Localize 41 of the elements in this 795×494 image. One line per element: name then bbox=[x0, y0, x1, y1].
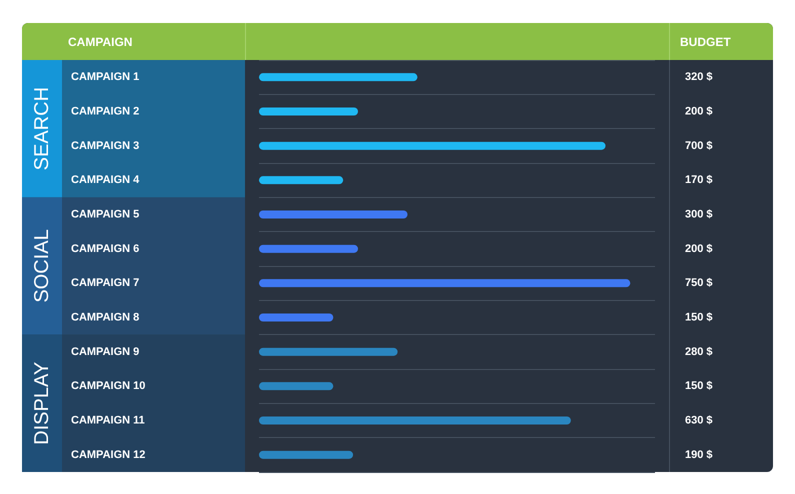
data-label: 150 $ bbox=[685, 380, 713, 392]
x-axis-title: BUDGET bbox=[680, 35, 732, 49]
y-tick-label: CAMPAIGN 12 bbox=[71, 448, 146, 461]
data-label: 280 $ bbox=[685, 346, 713, 358]
bar bbox=[259, 142, 606, 150]
data-label: 200 $ bbox=[685, 106, 713, 118]
bar bbox=[259, 73, 418, 82]
y-tick-label: CAMPAIGN 6 bbox=[71, 242, 140, 255]
y-tick-label: CAMPAIGN 3 bbox=[71, 140, 140, 152]
bar bbox=[259, 450, 354, 459]
data-label: 200 $ bbox=[685, 242, 713, 255]
data-label: 320 $ bbox=[685, 71, 713, 84]
data-label: 150 $ bbox=[685, 312, 713, 324]
y-tick-label: CAMPAIGN 4 bbox=[71, 174, 140, 186]
text: SOCIAL bbox=[31, 229, 53, 303]
data-label: 750 $ bbox=[685, 277, 713, 290]
bar bbox=[259, 279, 630, 288]
y-tick-label: CAMPAIGN 1 bbox=[71, 71, 140, 84]
bar bbox=[259, 244, 358, 253]
data-label: 700 $ bbox=[685, 140, 713, 152]
bar bbox=[259, 416, 571, 424]
y-axis-title: CAMPAIGN bbox=[68, 35, 132, 49]
data-label: 170 $ bbox=[685, 174, 713, 186]
y-tick-label: CAMPAIGN 10 bbox=[71, 380, 146, 392]
y-tick-label: CAMPAIGN 11 bbox=[71, 414, 145, 426]
y-tick-label: CAMPAIGN 8 bbox=[71, 312, 140, 324]
bar bbox=[259, 314, 334, 322]
y-tick-label: CAMPAIGN 5 bbox=[71, 208, 140, 220]
y-tick-label: CAMPAIGN 7 bbox=[71, 277, 140, 290]
y-tick-label: CAMPAIGN 2 bbox=[71, 106, 140, 118]
data-label: 630 $ bbox=[685, 414, 713, 426]
bar bbox=[259, 348, 398, 356]
bar bbox=[259, 176, 344, 184]
data-label: 300 $ bbox=[685, 208, 713, 220]
bar bbox=[259, 108, 358, 116]
text: SEARCH bbox=[31, 86, 53, 170]
bar bbox=[259, 210, 408, 218]
text: DISPLAY bbox=[31, 362, 53, 445]
y-tick-label: CAMPAIGN 9 bbox=[71, 346, 140, 358]
bar bbox=[259, 382, 334, 390]
data-label: 190 $ bbox=[685, 448, 713, 461]
